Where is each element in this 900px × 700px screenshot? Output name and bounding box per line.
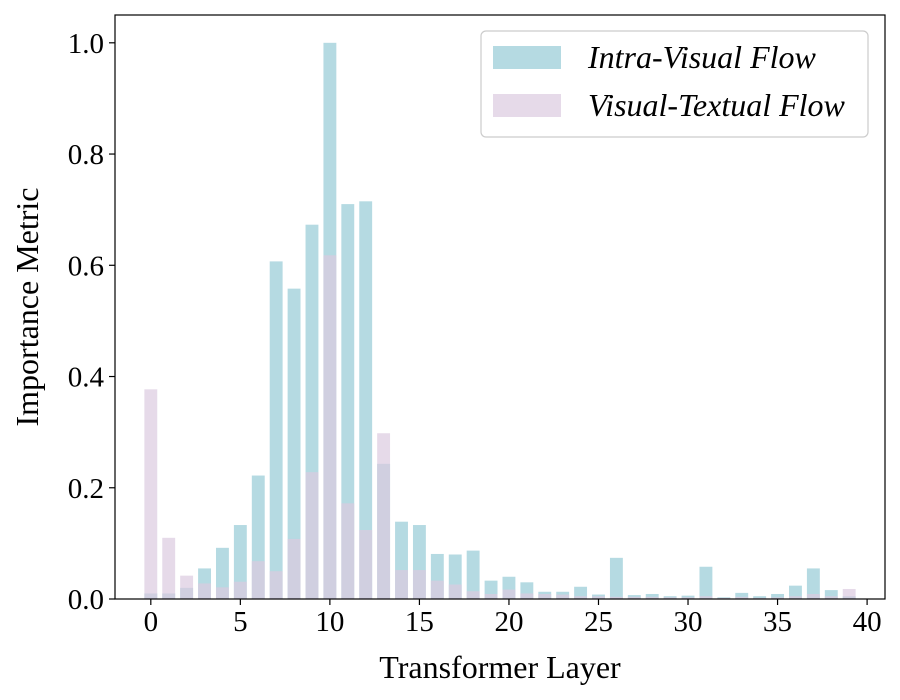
bar-visual-textual-flow-layer-38 xyxy=(824,596,838,599)
bar-visual-textual-flow-layer-15 xyxy=(412,570,426,599)
bar-visual-textual-flow-layer-27 xyxy=(627,596,641,599)
bar-visual-textual-flow-layer-24 xyxy=(574,596,588,599)
x-axis-title: Transformer Layer xyxy=(379,649,621,685)
bar-visual-textual-flow-layer-4 xyxy=(215,587,229,599)
bar-visual-textual-flow-layer-0 xyxy=(144,389,158,599)
x-tick-label-30: 30 xyxy=(674,606,703,638)
bar-intra-visual-flow-layer-5 xyxy=(233,525,247,599)
bar-visual-textual-flow-layer-11 xyxy=(341,503,355,599)
y-tick-label-4: 0.8 xyxy=(68,139,104,171)
bar-visual-textual-flow-layer-1 xyxy=(162,537,176,599)
bar-intra-visual-flow-layer-26 xyxy=(609,557,623,599)
bar-visual-textual-flow-layer-26 xyxy=(609,596,623,599)
x-tick-label-40: 40 xyxy=(853,606,882,638)
bar-visual-textual-flow-layer-16 xyxy=(430,580,444,599)
bar-intra-visual-flow-layer-18 xyxy=(466,550,480,599)
plot-frame xyxy=(114,14,886,600)
legend-label-intra-visual: Intra-Visual Flow xyxy=(587,39,817,75)
bar-visual-textual-flow-layer-18 xyxy=(466,591,480,599)
y-axis-title: Importance Metric xyxy=(9,188,45,427)
x-axis: 0 5 10 15 20 25 30 35 40 xyxy=(144,599,882,638)
bar-intra-visual-flow-layer-11 xyxy=(341,204,355,599)
x-tick-label-20: 20 xyxy=(494,606,523,638)
legend-frame xyxy=(480,30,869,138)
bar-intra-visual-flow-layer-4 xyxy=(215,547,229,599)
legend-swatch-intra-visual xyxy=(493,46,561,69)
bar-visual-textual-flow-layer-31 xyxy=(699,596,713,599)
bar-visual-textual-flow-layer-36 xyxy=(789,596,802,599)
bar-visual-textual-flow-layer-9 xyxy=(305,472,319,599)
bar-intra-visual-flow-layer-28 xyxy=(645,593,659,599)
bar-visual-textual-flow-layer-37 xyxy=(806,593,820,599)
bar-visual-textual-flow-layer-39 xyxy=(842,588,856,599)
bar-visual-textual-flow-layer-22 xyxy=(538,593,552,599)
series-visual-textual-flow xyxy=(144,255,856,599)
bar-visual-textual-flow-layer-3 xyxy=(198,583,211,599)
y-tick-label-2: 0.4 xyxy=(68,362,105,394)
bar-visual-textual-flow-layer-30 xyxy=(681,597,695,599)
bar-intra-visual-flow-layer-33 xyxy=(735,592,749,599)
x-tick-label-15: 15 xyxy=(405,606,434,638)
bar-intra-visual-flow-layer-24 xyxy=(574,586,588,599)
bar-visual-textual-flow-layer-28 xyxy=(645,596,659,599)
bar-visual-textual-flow-layer-2 xyxy=(180,575,194,599)
bar-visual-textual-flow-layer-10 xyxy=(323,255,337,599)
bars-layer xyxy=(144,42,856,600)
y-tick-label-1: 0.2 xyxy=(68,473,104,505)
y-tick-label-5: 1.0 xyxy=(68,28,104,60)
x-tick-label-25: 25 xyxy=(584,606,613,638)
x-tick-label-5: 5 xyxy=(233,606,248,638)
legend-swatch-visual-textual xyxy=(493,94,561,117)
bar-visual-textual-flow-layer-13 xyxy=(377,433,391,599)
x-tick-label-35: 35 xyxy=(763,606,792,638)
y-tick-label-3: 0.6 xyxy=(68,250,104,282)
bar-intra-visual-flow-layer-12 xyxy=(359,201,373,600)
bar-intra-visual-flow-layer-37 xyxy=(806,568,820,599)
bar-visual-textual-flow-layer-33 xyxy=(735,596,749,599)
legend-label-visual-textual: Visual-Textual Flow xyxy=(588,87,846,123)
bar-intra-visual-flow-layer-8 xyxy=(287,288,301,599)
x-tick-label-0: 0 xyxy=(144,606,159,638)
bar-visual-textual-flow-layer-29 xyxy=(663,597,677,599)
bar-visual-textual-flow-layer-8 xyxy=(287,538,301,599)
bar-visual-textual-flow-layer-12 xyxy=(359,530,373,599)
bar-visual-textual-flow-layer-7 xyxy=(269,571,283,599)
bar-intra-visual-flow-layer-7 xyxy=(269,261,283,599)
bar-intra-visual-flow-layer-31 xyxy=(699,566,713,599)
bar-intra-visual-flow-layer-34 xyxy=(753,596,767,599)
bar-visual-textual-flow-layer-14 xyxy=(395,570,408,599)
y-axis: 0.0 0.2 0.4 0.6 0.8 1.0 xyxy=(68,28,115,616)
bar-visual-textual-flow-layer-6 xyxy=(251,561,265,599)
legend: Intra-Visual Flow Visual-Textual Flow xyxy=(480,30,869,138)
bar-visual-textual-flow-layer-23 xyxy=(556,594,570,599)
x-tick-label-10: 10 xyxy=(315,606,344,638)
bar-visual-textual-flow-layer-21 xyxy=(520,593,534,599)
bar-visual-textual-flow-layer-35 xyxy=(771,597,785,599)
bar-visual-textual-flow-layer-5 xyxy=(233,581,247,599)
bar-visual-textual-flow-layer-25 xyxy=(592,596,605,599)
bar-intra-visual-flow-layer-36 xyxy=(789,585,802,599)
bar-visual-textual-flow-layer-17 xyxy=(448,584,462,599)
bar-visual-textual-flow-layer-20 xyxy=(502,589,516,599)
bar-visual-textual-flow-layer-19 xyxy=(484,593,498,599)
bar-intra-visual-flow-layer-35 xyxy=(771,593,785,599)
bar-intra-visual-flow-layer-38 xyxy=(824,590,838,599)
y-tick-label-0: 0.0 xyxy=(68,584,104,616)
